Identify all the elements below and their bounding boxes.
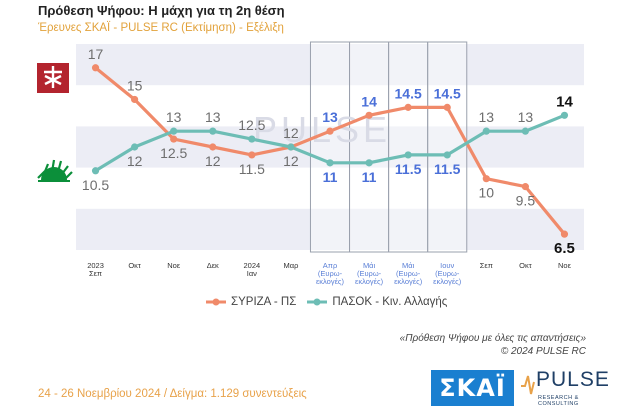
- value-label: 13: [479, 109, 495, 125]
- legend-swatch-syriza: [206, 298, 226, 306]
- value-label: 12: [127, 153, 143, 169]
- value-label: 9.5: [516, 193, 536, 209]
- value-label: 11.5: [395, 161, 422, 177]
- highlight-box: [388, 41, 429, 253]
- value-label: 14: [361, 93, 377, 109]
- series-points: [91, 64, 569, 238]
- x-tick-label: Ιουν (Ευρω-εκλογές): [433, 261, 462, 286]
- x-tick-label: Απρ (Ευρω-εκλογές): [316, 261, 345, 286]
- x-tick-label: Οκτ: [519, 261, 532, 270]
- data-point: [404, 103, 412, 111]
- data-point: [365, 111, 373, 119]
- value-label: 13: [205, 109, 221, 125]
- x-tick-label: Δεκ: [207, 261, 219, 270]
- legend-label-pasok: ΠΑΣΟΚ - Κιν. Αλλαγής: [332, 296, 448, 308]
- pulse-logo: PULSE RESEARCH & CONSULTING: [520, 368, 612, 408]
- data-point: [560, 111, 569, 119]
- value-label: 13: [322, 109, 338, 125]
- data-point: [482, 127, 490, 135]
- value-label: 12: [283, 125, 299, 141]
- data-point: [248, 135, 256, 143]
- data-point: [482, 175, 490, 183]
- value-label: 14.5: [434, 85, 461, 101]
- pulse-logo-word: PULSE: [536, 368, 610, 391]
- x-axis-labels: 2023 Σεπ Οκτ Νοε Δεκ 2024 Ιαν Μαρ Απρ (Ευρω-εκλογ…: [87, 261, 571, 286]
- data-point: [443, 103, 451, 111]
- x-tick-label: Μαρ: [283, 261, 298, 270]
- x-tick-label: Οκτ: [128, 261, 141, 270]
- pasok-logo: [37, 159, 73, 182]
- value-label: 14.5: [395, 85, 422, 101]
- x-tick-label: Νοε: [558, 261, 572, 270]
- data-point: [91, 64, 100, 72]
- data-point: [170, 135, 178, 143]
- data-point: [209, 127, 217, 135]
- data-point: [404, 151, 412, 159]
- data-point: [131, 95, 139, 104]
- pulse-logo-sub: RESEARCH & CONSULTING: [538, 395, 579, 407]
- legend: ΣΥΡΙΖΑ - ΠΣ ΠΑΣΟΚ - Κιν. Αλλαγής: [205, 296, 457, 308]
- value-label: 17: [88, 46, 104, 62]
- legend-swatch-pasok: [307, 298, 328, 306]
- value-label: 12.5: [238, 117, 265, 133]
- value-label: 12: [205, 153, 221, 169]
- x-tick-label: Μάι (Ευρω-εκλογές): [355, 261, 384, 286]
- value-label: 10.5: [82, 177, 109, 193]
- highlight-boxes: [309, 41, 468, 253]
- data-point: [443, 151, 451, 159]
- value-label: 12: [283, 153, 299, 169]
- data-point: [209, 143, 217, 151]
- data-point: [326, 127, 334, 135]
- data-point: [91, 167, 100, 175]
- x-tick-label: Νοε: [167, 261, 181, 270]
- legend-item-syriza: ΣΥΡΙΖΑ - ΠΣ: [205, 296, 296, 308]
- value-label: 12.5: [160, 145, 187, 161]
- value-labels: 17 10.5 15 12 12.5 13 12 13 11.5 12.5 12 12 13 11 14 11…: [82, 46, 575, 257]
- footnote-copyright: © 2024 PULSE RC: [500, 346, 586, 357]
- data-point: [560, 230, 569, 238]
- syriza-logo: [37, 63, 69, 93]
- highlight-box: [309, 41, 351, 253]
- x-tick-label: 2024 Ιαν: [244, 261, 261, 278]
- data-point: [365, 159, 373, 167]
- data-point: [326, 159, 334, 167]
- highlight-box: [427, 41, 468, 253]
- value-label: 11: [323, 169, 338, 185]
- value-label: 11: [362, 169, 377, 185]
- grid-band: [76, 208, 584, 250]
- pulse-mark-icon: [521, 375, 535, 395]
- grid-band: [76, 44, 584, 86]
- value-label: 14: [556, 93, 573, 110]
- data-point: [287, 143, 295, 151]
- data-point: [131, 143, 139, 151]
- chart-subtitle: Έρευνες ΣΚΑΪ - PULSE RC (Εκτίμηση) - Εξέ…: [38, 22, 284, 34]
- legend-item-pasok: ΠΑΣΟΚ - Κιν. Αλλαγής: [306, 296, 447, 308]
- grid-bands: [76, 44, 584, 250]
- data-point: [521, 127, 529, 135]
- value-label: 10: [479, 185, 495, 201]
- value-label: 6.5: [554, 240, 575, 257]
- value-label: 11.5: [239, 161, 265, 177]
- value-label: 15: [127, 77, 143, 93]
- survey-info: 24 - 26 Νοεμβρίου 2024 / Δείγμα: 1.129 σ…: [38, 388, 307, 400]
- data-point: [521, 183, 529, 191]
- value-label: 13: [166, 109, 182, 125]
- chart-title: Πρόθεση Ψήφου: Η μάχη για τη 2η θέση: [38, 3, 285, 18]
- value-label: 11.5: [434, 161, 461, 177]
- data-point: [248, 151, 256, 159]
- x-tick-label: Σεπ: [480, 261, 493, 270]
- footnote: «Πρόθεση Ψήφου με όλες τις απαντήσεις» ©…: [400, 332, 586, 358]
- data-point: [170, 127, 178, 135]
- x-tick-label: 2023 Σεπ: [87, 261, 104, 278]
- x-tick-label: Μάι (Ευρω-εκλογές): [394, 261, 423, 286]
- legend-label-syriza: ΣΥΡΙΖΑ - ΠΣ: [231, 296, 297, 308]
- value-label: 13: [518, 109, 534, 125]
- footnote-line-1: «Πρόθεση Ψήφου με όλες τις απαντήσεις»: [399, 333, 586, 344]
- skai-logo: ΣΚΑΪ: [431, 370, 514, 406]
